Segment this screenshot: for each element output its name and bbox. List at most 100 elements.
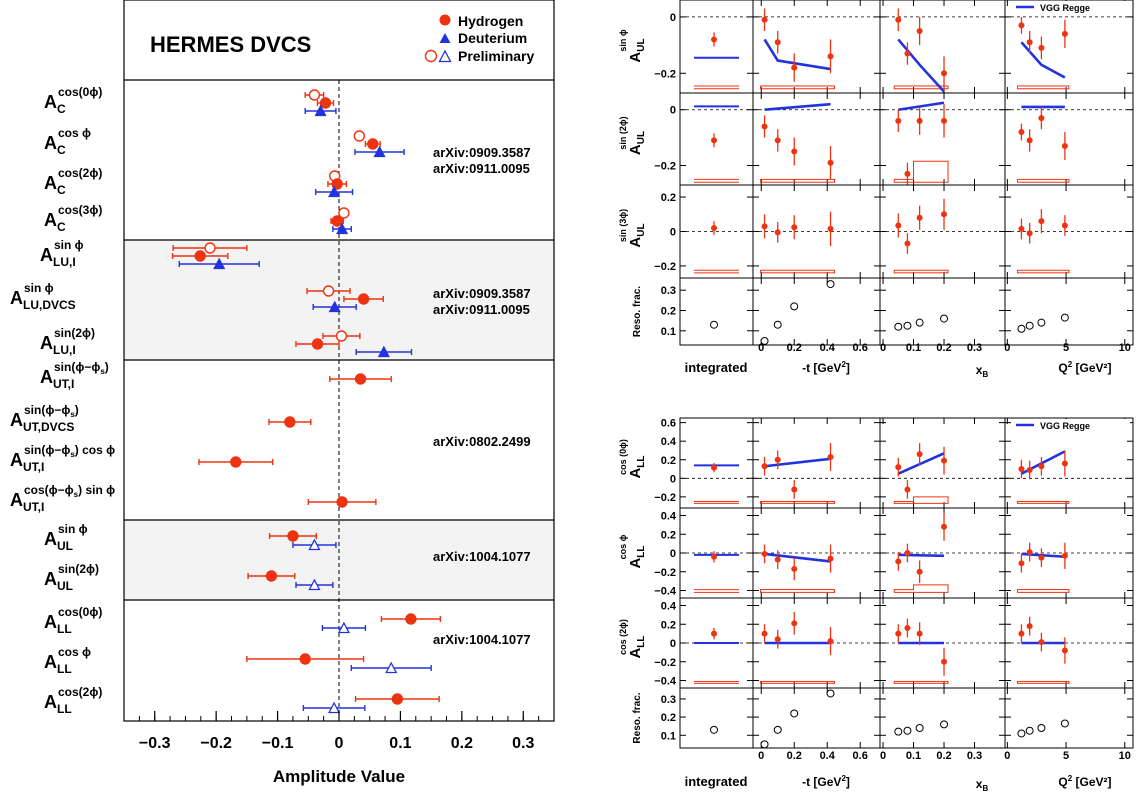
marker-hydrogen xyxy=(1061,552,1068,559)
row-label: ALL cos(0ϕ) xyxy=(44,605,102,636)
panel-frame xyxy=(879,687,1006,749)
marker-hydrogen xyxy=(904,50,911,57)
x-tick-label: 0.2 xyxy=(936,342,951,354)
row-label-sup: cos ϕ xyxy=(58,645,91,659)
marker-hydrogen xyxy=(354,373,367,385)
x-tick-label: 0 xyxy=(758,750,764,762)
row-label-sub: LU,DVCS xyxy=(23,298,76,312)
marker-hydrogen xyxy=(904,550,911,556)
x-label-end: ] xyxy=(846,361,850,375)
marker-hydrogen xyxy=(941,457,948,464)
data-point xyxy=(350,661,432,674)
marker-hydrogen xyxy=(335,330,348,342)
y-label-sub: UL xyxy=(636,38,647,51)
marker-hydrogen xyxy=(1061,222,1068,229)
row-label: ALU,DVCS sin ϕ xyxy=(10,281,76,312)
row-label-sub: UT,I xyxy=(23,500,44,514)
x-tick-label: 0.4 xyxy=(820,342,836,354)
marker-hydrogen xyxy=(827,225,834,232)
marker-hydrogen xyxy=(916,451,923,458)
y-tick-label: 0 xyxy=(670,12,676,24)
reso-marker xyxy=(1037,724,1046,732)
y-axis-label: ALL xyxy=(627,545,647,568)
marker-hydrogen xyxy=(827,638,834,645)
chart-title: HERMES DVCS xyxy=(150,32,311,57)
marker-hydrogen xyxy=(331,215,343,227)
y-tick-label: 0.2 xyxy=(661,619,676,631)
y-tick-label: 0 xyxy=(670,105,676,117)
legend-label-hydrogen: Hydrogen xyxy=(458,13,523,29)
marker-hydrogen xyxy=(1038,639,1045,646)
row-label-sup-end: ) sin ϕ xyxy=(78,483,115,497)
x-axis-label: Amplitude Value xyxy=(273,767,405,786)
panel-frame xyxy=(752,687,881,749)
marker-hydrogen xyxy=(711,137,717,144)
y-label-sup: sin (2ϕ) xyxy=(618,116,628,149)
row-label-sup-end: ) xyxy=(105,360,109,374)
marker-hydrogen xyxy=(357,293,370,305)
data-point xyxy=(380,613,442,625)
x-label-sup: 2 xyxy=(841,360,846,369)
row-label-sub: UL xyxy=(57,539,73,553)
marker-hydrogen xyxy=(791,565,798,572)
reso-marker xyxy=(894,727,903,736)
reso-marker xyxy=(903,321,912,330)
reso-marker xyxy=(1060,313,1069,322)
row-label-sup-sub: s xyxy=(100,367,105,376)
y-tick-label: 0 xyxy=(670,638,676,650)
marker-hydrogen xyxy=(791,620,798,627)
row-label: AUT,I sin(ϕ−ϕs) xyxy=(40,360,109,391)
reso-marker xyxy=(760,740,769,749)
data-point xyxy=(329,373,392,385)
row-label: ALL cos ϕ xyxy=(44,645,91,676)
row-label-sup: sin(ϕ−ϕ xyxy=(54,360,100,374)
reso-marker xyxy=(940,314,949,323)
row-label-sup: sin ϕ xyxy=(54,238,84,252)
marker-hydrogen xyxy=(761,16,768,23)
y-label-main: A xyxy=(627,144,644,155)
sys-band xyxy=(1016,269,1070,274)
sys-band xyxy=(760,680,836,684)
x-tick-label: 0.6 xyxy=(853,750,868,762)
marker-hydrogen xyxy=(941,211,948,218)
row-label-main: A xyxy=(10,410,23,430)
y-tick-label: 0.3 xyxy=(661,694,676,706)
x-label-main: -t [GeV xyxy=(802,361,841,375)
row-label-main: A xyxy=(40,245,53,265)
panel-frame xyxy=(679,0,754,94)
marker-deuterium xyxy=(328,185,341,198)
x-axis-label-t: -t [GeV2] xyxy=(802,774,850,789)
marker-hydrogen xyxy=(1038,44,1045,51)
y-tick-label: 0.6 xyxy=(661,418,676,430)
data-point xyxy=(354,693,440,705)
y-tick-label: 0.2 xyxy=(661,305,676,317)
panel-frame xyxy=(679,277,754,346)
marker-hydrogen xyxy=(1061,460,1068,467)
marker-hydrogen xyxy=(941,117,948,124)
row-label-sub: LU,I xyxy=(53,255,76,269)
sys-band xyxy=(1016,178,1070,183)
marker-hydrogen xyxy=(774,39,781,46)
marker-hydrogen xyxy=(941,70,948,77)
x-tick-label: 0 xyxy=(758,342,764,354)
marker-hydrogen xyxy=(827,453,834,460)
sys-band xyxy=(1016,501,1070,504)
row-label: AUT,I sin(ϕ−ϕs) cos ϕ xyxy=(10,443,115,474)
x-tick-label: 0 xyxy=(1004,342,1010,354)
x-tick-label: 0.2 xyxy=(451,735,473,752)
marker-hydrogen xyxy=(827,555,834,562)
marker-hydrogen xyxy=(194,250,206,262)
marker-hydrogen xyxy=(1018,129,1025,136)
marker-hydrogen xyxy=(284,416,296,428)
x-tick-label: 0.1 xyxy=(389,735,411,752)
row-label-sub: LL xyxy=(57,662,72,676)
legend-box xyxy=(1012,419,1130,433)
model-curve xyxy=(764,102,831,112)
marker-hydrogen xyxy=(916,117,923,124)
arxiv-label: arXiv:0802.2499 xyxy=(433,434,531,449)
y-label-sup: cos (0ϕ) xyxy=(618,439,628,475)
y-tick-label: 0.4 xyxy=(661,601,677,613)
marker-hydrogen xyxy=(791,148,798,155)
data-point xyxy=(172,242,248,254)
